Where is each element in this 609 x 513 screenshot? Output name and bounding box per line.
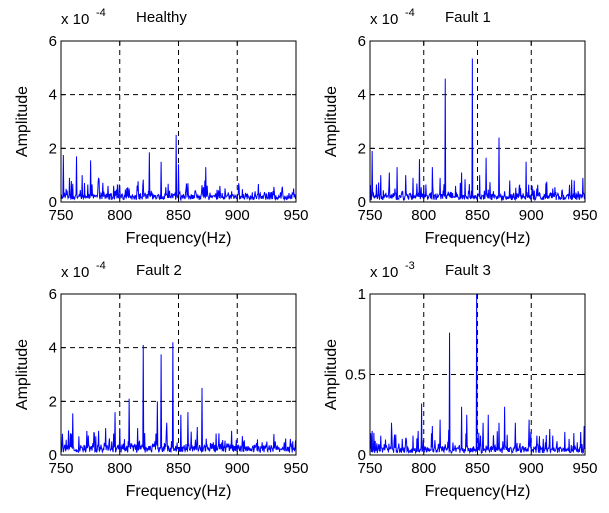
chart-1-y-tick-label-3: 6 (49, 33, 57, 50)
chart-3-x-tick-label-1: 800 (107, 460, 132, 477)
chart-4-x-tick-label-4: 950 (572, 460, 597, 477)
chart-4-series-1-line (369, 293, 586, 455)
chart-2-x-tick-label-1: 800 (411, 207, 436, 224)
chart-4-x-tick-label-1: 800 (411, 460, 436, 477)
chart-2-scale-base: x 10 (370, 11, 398, 28)
chart-2-y-axis-label: Amplitude (323, 86, 340, 157)
chart-2-title: Fault 1 (445, 9, 491, 26)
chart-4-y-tick-label-0: 0 (358, 447, 366, 464)
chart-3-scale-exponent: -4 (96, 260, 106, 272)
chart-1-scale-exponent: -4 (96, 7, 106, 19)
chart-3-x-tick-label-0: 750 (48, 460, 73, 477)
chart-4-y-tick-label-1: 0.5 (345, 367, 366, 384)
chart-3-x-tick-label-2: 850 (166, 460, 191, 477)
chart-4-x-tick-label-3: 900 (519, 460, 544, 477)
chart-1-x-axis-label: Frequency(Hz) (126, 230, 232, 247)
chart-1-x-tick-label-4: 950 (283, 207, 308, 224)
chart-4-y-axis-label: Amplitude (323, 339, 340, 410)
chart-2-scale-exponent: -4 (405, 7, 415, 19)
chart-3-y-tick-label-2: 4 (49, 340, 57, 357)
chart-1-title: Healthy (136, 9, 187, 26)
chart-2-x-tick-label-0: 750 (357, 207, 382, 224)
chart-4-scale-base: x 10 (370, 264, 398, 281)
chart-3-y-tick-label-0: 0 (49, 447, 57, 464)
chart-2-x-tick-label-2: 850 (465, 207, 490, 224)
chart-4-y-tick-label-2: 1 (358, 286, 366, 303)
chart-1-x-tick-label-0: 750 (48, 207, 73, 224)
chart-2-y-tick-label-3: 6 (358, 33, 366, 50)
chart-1-y-tick-label-2: 4 (49, 87, 57, 104)
chart-3-series-1-line (60, 342, 297, 454)
chart-2-y-tick-label-0: 0 (358, 194, 366, 211)
chart-3-x-tick-label-4: 950 (283, 460, 308, 477)
chart-3-y-tick-label-3: 6 (49, 286, 57, 303)
chart-1-scale-base: x 10 (61, 11, 89, 28)
chart-1-x-tick-label-3: 900 (225, 207, 250, 224)
chart-1-x-tick-label-1: 800 (107, 207, 132, 224)
chart-4-x-axis-label: Frequency(Hz) (425, 483, 531, 500)
chart-2-y-tick-label-2: 4 (358, 87, 366, 104)
chart-2-x-tick-label-4: 950 (572, 207, 597, 224)
chart-2-x-axis-label: Frequency(Hz) (425, 230, 531, 247)
chart-3-scale-base: x 10 (61, 264, 89, 281)
chart-3-x-axis-label: Frequency(Hz) (126, 483, 232, 500)
chart-4-x-tick-label-2: 850 (465, 460, 490, 477)
chart-1-y-tick-label-1: 2 (49, 140, 57, 157)
chart-1-series-1-line (60, 134, 297, 202)
chart-3-x-tick-label-3: 900 (225, 460, 250, 477)
chart-4-scale-exponent: -3 (405, 260, 415, 272)
chart-3-title: Fault 2 (136, 262, 182, 279)
chart-1-x-tick-label-2: 850 (166, 207, 191, 224)
chart-2-series-1-line (369, 58, 586, 202)
chart-1-y-axis-label: Amplitude (14, 86, 31, 157)
chart-1-y-tick-label-0: 0 (49, 194, 57, 211)
chart-2-y-tick-label-1: 2 (358, 140, 366, 157)
chart-4-title: Fault 3 (445, 262, 491, 279)
chart-3-y-tick-label-1: 2 (49, 393, 57, 410)
chart-3-y-axis-label: Amplitude (14, 339, 31, 410)
chart-2-x-tick-label-3: 900 (519, 207, 544, 224)
chart-4-x-tick-label-0: 750 (357, 460, 382, 477)
